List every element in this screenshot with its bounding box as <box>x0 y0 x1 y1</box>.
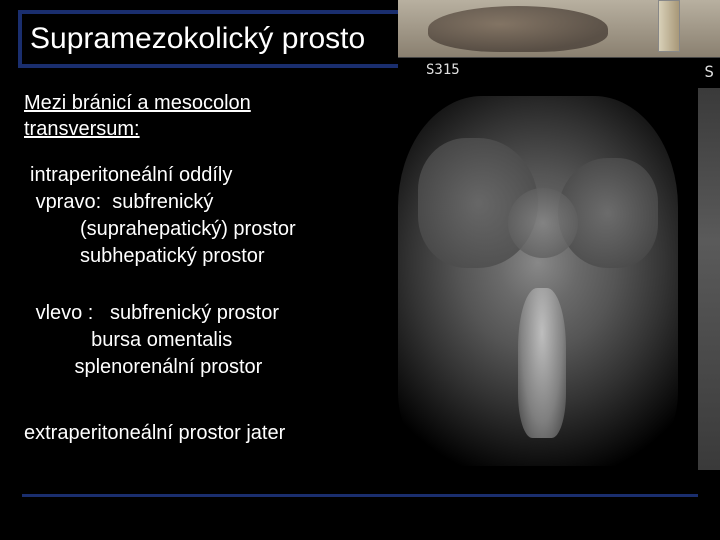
vlevo-label: vlevo : <box>36 302 94 324</box>
anatomy-illustration <box>398 0 720 58</box>
body-line: bursa omentalis <box>30 327 279 354</box>
body-line: subhepatický prostor <box>30 243 296 270</box>
body-text-fragment: subfrenický <box>101 191 213 213</box>
body-line: (suprahepatický) prostor <box>30 216 296 243</box>
ct-series-label: S315 <box>426 62 460 78</box>
slide: S315 S 03 Supramezokolický prosto Mezi b… <box>0 0 720 540</box>
ct-right-strip <box>698 88 720 470</box>
instrument-handle <box>658 0 680 52</box>
ct-spine <box>518 288 566 438</box>
section-heading: intraperitoneální oddíly <box>30 162 296 189</box>
section-extraperitoneal: extraperitoneální prostor jater <box>24 420 285 447</box>
section-intraperitoneal: intraperitoneální oddíly vpravo: subfren… <box>30 162 296 270</box>
body-line: splenorenální prostor <box>30 354 279 381</box>
body-text-fragment: subfrenický prostor <box>93 302 279 324</box>
body-line: vpravo: subfrenický <box>30 189 296 216</box>
ct-organ <box>508 188 578 258</box>
bottom-divider <box>22 494 698 497</box>
anatomy-shape <box>428 6 608 52</box>
slide-title: Supramezokolický prosto <box>30 22 386 56</box>
medical-image-panel: S315 S 03 <box>398 0 720 470</box>
body-line: vlevo : subfrenický prostor <box>30 300 279 327</box>
subtitle-line: Mezi bránicí a mesocolon <box>24 92 251 114</box>
ct-side-label: S <box>704 62 714 81</box>
vpravo-label: vpravo: <box>36 191 102 213</box>
subtitle-line: transversum: <box>24 118 140 140</box>
subtitle: Mezi bránicí a mesocolon transversum: <box>24 90 251 142</box>
section-vlevo: vlevo : subfrenický prostor bursa omenta… <box>30 300 279 381</box>
title-box: Supramezokolický prosto <box>18 10 398 68</box>
ct-scan-image <box>398 88 698 470</box>
